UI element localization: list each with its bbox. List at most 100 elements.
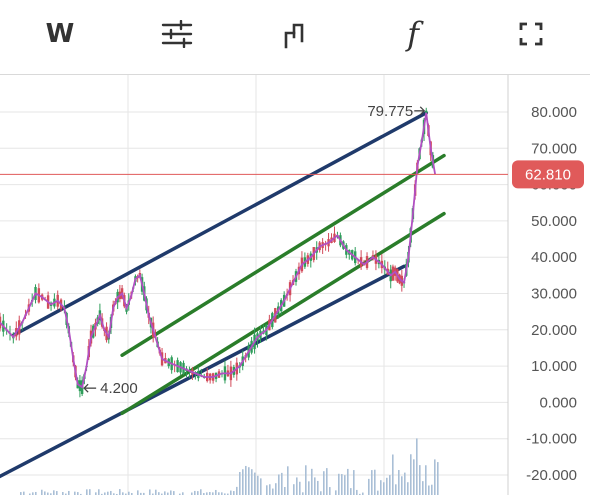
volume-bar	[368, 478, 370, 495]
trend-line-3[interactable]	[120, 211, 446, 416]
volume-bar	[293, 484, 295, 495]
volume-bar	[173, 491, 175, 495]
volume-bar	[236, 486, 238, 495]
volume-bar	[149, 489, 151, 495]
volume-bar	[68, 490, 70, 495]
volume-bar	[50, 493, 52, 495]
volume-bar	[353, 470, 355, 495]
volume-bar	[62, 492, 64, 495]
chart-style-button[interactable]	[270, 12, 320, 56]
volume-bar	[404, 472, 406, 495]
volume-bar	[32, 492, 34, 495]
volume-bar	[179, 493, 181, 495]
volume-bar	[383, 482, 385, 495]
volume-bar	[272, 488, 274, 495]
volume-bar	[47, 492, 49, 495]
interval-button[interactable]: W	[45, 19, 75, 49]
volume-bar	[245, 465, 247, 495]
volume-bar	[407, 482, 409, 495]
volume-bar	[377, 490, 379, 495]
trend-line-0[interactable]	[11, 111, 428, 337]
volume-bar	[128, 491, 130, 495]
volume-bar	[380, 480, 382, 495]
fullscreen-icon	[519, 22, 543, 46]
volume-bar	[122, 492, 124, 495]
volume-bar	[431, 484, 433, 495]
low-annotation: 4.200	[83, 380, 138, 397]
volume-bar	[410, 454, 412, 495]
sliders-icon	[161, 20, 193, 48]
volume-bar	[416, 438, 418, 495]
volume-bar	[362, 492, 364, 495]
volume-bar	[23, 491, 25, 495]
volume-bars	[20, 438, 439, 495]
y-tick-label: 0.000	[539, 394, 577, 411]
volume-bar	[35, 491, 37, 495]
volume-bar	[119, 489, 121, 495]
current-price-badge: 62.810	[512, 160, 584, 189]
volume-bar	[401, 476, 403, 495]
volume-bar	[56, 491, 58, 495]
volume-bar	[320, 491, 322, 495]
low-price-label: 4.200	[100, 380, 138, 397]
volume-bar	[233, 491, 235, 495]
volume-bar	[428, 485, 430, 495]
volume-bar	[89, 489, 91, 495]
volume-bar	[269, 484, 271, 495]
volume-bar	[305, 465, 307, 495]
volume-bar	[44, 491, 46, 495]
volume-bar	[392, 454, 394, 495]
fullscreen-button[interactable]	[506, 12, 556, 56]
y-tick-label: 80.000	[531, 104, 577, 121]
trend-lines[interactable]	[0, 111, 446, 479]
volume-bar	[140, 492, 142, 495]
volume-bar	[116, 493, 118, 495]
volume-bar	[212, 492, 214, 495]
bar-chart-style-icon	[284, 23, 304, 49]
indicators-icon[interactable]	[152, 12, 202, 56]
trend-line-1[interactable]	[0, 264, 406, 479]
volume-bar	[242, 469, 244, 495]
volume-bar	[215, 489, 217, 495]
chart-grid	[0, 75, 509, 495]
volume-bar	[338, 473, 340, 495]
current-price-label: 62.810	[525, 166, 571, 183]
volume-bar	[209, 492, 211, 495]
volume-bar	[302, 492, 304, 495]
volume-bar	[299, 481, 301, 495]
volume-bar	[221, 492, 223, 495]
volume-bar	[158, 492, 160, 495]
moving-average-line	[0, 112, 437, 389]
volume-bar	[335, 490, 337, 495]
y-tick-label: 10.000	[531, 358, 577, 375]
volume-bar	[161, 493, 163, 495]
volume-bar	[65, 493, 67, 495]
volume-bar	[191, 492, 193, 495]
volume-bar	[275, 483, 277, 495]
y-tick-label: 20.000	[531, 322, 577, 339]
y-tick-label: 30.000	[531, 286, 577, 303]
volume-bar	[200, 489, 202, 495]
volume-bar	[107, 491, 109, 495]
volume-bar	[167, 492, 169, 495]
volume-bar	[20, 492, 22, 495]
high-price-label: 79.775	[367, 103, 413, 120]
volume-bar	[356, 489, 358, 495]
y-tick-label: -10.000	[526, 431, 577, 448]
price-chart[interactable]: 80.00070.00060.00050.00040.00030.00020.0…	[0, 75, 590, 495]
volume-bar	[389, 475, 391, 495]
volume-bar	[323, 471, 325, 495]
volume-bar	[95, 492, 97, 495]
volume-bar	[110, 490, 112, 495]
volume-bar	[434, 459, 436, 495]
trend-line-2[interactable]	[120, 153, 446, 357]
volume-bar	[359, 493, 361, 495]
volume-bar	[164, 491, 166, 495]
function-button[interactable]: f	[407, 15, 419, 53]
volume-bar	[227, 493, 229, 495]
volume-bar	[308, 481, 310, 495]
volume-bar	[395, 484, 397, 495]
volume-bar	[203, 493, 205, 495]
volume-bar	[86, 489, 88, 495]
volume-bar	[77, 492, 79, 495]
